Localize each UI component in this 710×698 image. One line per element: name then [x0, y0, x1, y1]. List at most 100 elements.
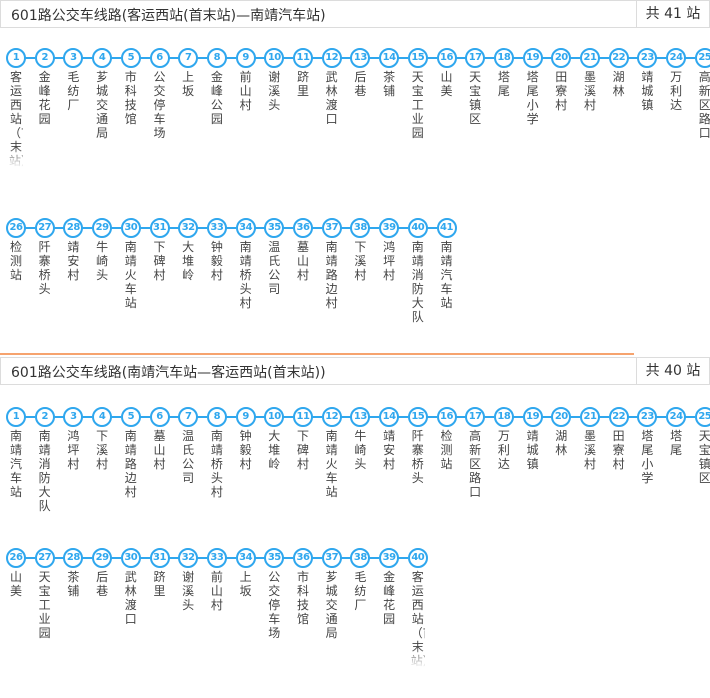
stop-name: 下碑村	[153, 240, 166, 282]
stop-name: 芗城交通局	[325, 570, 338, 640]
stop-number-badge: 23	[637, 407, 658, 427]
bus-stop[interactable]: 16 检测站	[436, 407, 466, 557]
bus-stop[interactable]: 27 阡寨桥头	[34, 218, 64, 368]
route-connector-line	[109, 416, 122, 418]
bus-stop[interactable]: 40 南靖消防大队	[407, 218, 437, 368]
bus-stop[interactable]: 9 钟毅村	[235, 407, 265, 557]
bus-stop[interactable]: 11 跻里	[292, 48, 322, 198]
bus-stop[interactable]: 33 钟毅村	[206, 218, 236, 368]
bus-stop[interactable]: 19 塔尾小学	[522, 48, 552, 198]
stop-name: 武林渡口	[124, 570, 137, 626]
bus-stop[interactable]: 23 靖城镇	[636, 48, 667, 198]
bus-stop[interactable]: 32 大堆岭	[177, 218, 208, 368]
bus-stop[interactable]: 14 靖安村	[378, 407, 409, 557]
stop-number-badge: 12	[321, 48, 342, 68]
bus-stop[interactable]: 11 下碑村	[292, 407, 322, 557]
stop-name: 万利达	[670, 70, 683, 112]
bus-stop[interactable]: 10 大堆岭	[263, 407, 294, 557]
stop-number-badge: 14	[379, 48, 400, 68]
stop-name: 墨溪村	[583, 429, 596, 471]
bus-stop[interactable]: 18 塔尾	[493, 48, 523, 198]
bus-stop[interactable]: 8 南靖桥头村	[206, 407, 236, 557]
bus-stop[interactable]: 28 茶铺	[62, 548, 93, 698]
stop-name: 大堆岭	[182, 240, 195, 282]
stop-number-badge: 8	[206, 407, 227, 427]
stop-number-badge: 26	[6, 548, 26, 568]
bus-stop[interactable]: 40 客运西站（首末站）	[407, 548, 435, 698]
bus-stop[interactable]: 8 金峰公园	[206, 48, 236, 198]
bus-stop[interactable]: 34 南靖桥头村	[235, 218, 265, 368]
bus-stop[interactable]: 22 田寮村	[608, 407, 638, 557]
bus-stop[interactable]: 1 客运西站（首末站）	[5, 48, 35, 198]
bus-stop[interactable]: 29 后巷	[91, 548, 122, 698]
bus-stop[interactable]: 4 下溪村	[91, 407, 122, 557]
bus-stop[interactable]: 35 温氏公司	[263, 218, 294, 368]
bus-stop[interactable]: 38 下溪村	[349, 218, 380, 368]
bus-stop[interactable]: 6 公交停车场	[149, 48, 179, 198]
bus-stop[interactable]: 2 金峰花园	[34, 48, 64, 198]
bus-stop[interactable]: 34 上坂	[235, 548, 265, 698]
stop-number-badge: 35	[264, 548, 285, 568]
bus-stop[interactable]: 16 山美	[436, 48, 466, 198]
bus-stop[interactable]: 4 芗城交通局	[91, 48, 122, 198]
bus-stop[interactable]: 19 靖城镇	[522, 407, 552, 557]
bus-stop[interactable]: 12 武林渡口	[321, 48, 351, 198]
stop-number-badge: 15	[407, 48, 428, 68]
bus-stop[interactable]: 39 金峰花园	[378, 548, 409, 698]
bus-stop[interactable]: 18 万利达	[493, 407, 523, 557]
bus-stop[interactable]: 41 南靖汽车站	[436, 218, 464, 368]
bus-stop[interactable]: 15 阡寨桥头	[407, 407, 437, 557]
bus-stop[interactable]: 10 谢溪头	[263, 48, 294, 198]
bus-stop[interactable]: 23 塔尾小学	[636, 407, 667, 557]
stop-name: 山美	[9, 570, 22, 598]
bus-stop[interactable]: 13 牛崎头	[349, 407, 380, 557]
bus-stop[interactable]: 17 天宝镇区	[464, 48, 495, 198]
bus-stop[interactable]: 24 塔尾	[665, 407, 696, 557]
bus-stop[interactable]: 13 后巷	[349, 48, 380, 198]
bus-stop[interactable]: 1 南靖汽车站	[5, 407, 35, 557]
bus-stop[interactable]: 26 检测站	[5, 218, 35, 368]
bus-stop[interactable]: 27 天宝工业园	[34, 548, 64, 698]
bus-stop[interactable]: 31 跻里	[149, 548, 179, 698]
bus-stop[interactable]: 36 市科技馆	[292, 548, 322, 698]
bus-stop[interactable]: 25 天宝镇区	[694, 407, 710, 557]
bus-stop[interactable]: 5 市科技馆	[120, 48, 150, 198]
stop-number-badge: 33	[206, 218, 227, 238]
bus-stop[interactable]: 2 南靖消防大队	[34, 407, 64, 557]
bus-stop[interactable]: 3 鸿坪村	[62, 407, 93, 557]
bus-stop[interactable]: 36 墓山村	[292, 218, 322, 368]
bus-stop[interactable]: 31 下碑村	[149, 218, 179, 368]
bus-stop[interactable]: 3 毛纺厂	[62, 48, 93, 198]
bus-stop[interactable]: 15 天宝工业园	[407, 48, 437, 198]
bus-stop[interactable]: 30 南靖火车站	[120, 218, 150, 368]
bus-stop[interactable]: 20 田寮村	[550, 48, 581, 198]
bus-stop[interactable]: 37 芗城交通局	[321, 548, 351, 698]
bus-stop[interactable]: 38 毛纺厂	[349, 548, 380, 698]
bus-stop[interactable]: 30 武林渡口	[120, 548, 150, 698]
bus-stop[interactable]: 17 高新区路口	[464, 407, 495, 557]
route-connector-line	[367, 57, 380, 59]
bus-stop[interactable]: 33 前山村	[206, 548, 236, 698]
route-connector-line	[23, 227, 35, 229]
bus-stop[interactable]: 35 公交停车场	[263, 548, 294, 698]
bus-stop[interactable]: 20 湖林	[550, 407, 581, 557]
bus-stop[interactable]: 29 牛崎头	[91, 218, 122, 368]
bus-stop[interactable]: 7 温氏公司	[177, 407, 208, 557]
bus-stop[interactable]: 25 高新区路口	[694, 48, 710, 198]
bus-stop[interactable]: 22 湖林	[608, 48, 638, 198]
bus-stop[interactable]: 6 墓山村	[149, 407, 179, 557]
bus-stop[interactable]: 24 万利达	[665, 48, 696, 198]
bus-stop[interactable]: 21 墨溪村	[579, 407, 609, 557]
bus-stop[interactable]: 21 墨溪村	[579, 48, 609, 198]
bus-stop[interactable]: 26 山美	[5, 548, 35, 698]
bus-stop[interactable]: 39 鸿坪村	[378, 218, 409, 368]
bus-stop[interactable]: 14 茶铺	[378, 48, 409, 198]
bus-stop[interactable]: 12 南靖火车站	[321, 407, 351, 557]
stop-name: 毛纺厂	[67, 70, 80, 112]
bus-stop[interactable]: 32 谢溪头	[177, 548, 208, 698]
bus-stop[interactable]: 7 上坂	[177, 48, 208, 198]
bus-stop[interactable]: 9 前山村	[235, 48, 265, 198]
bus-stop[interactable]: 37 南靖路边村	[321, 218, 351, 368]
bus-stop[interactable]: 5 南靖路边村	[120, 407, 150, 557]
bus-stop[interactable]: 28 靖安村	[62, 218, 93, 368]
